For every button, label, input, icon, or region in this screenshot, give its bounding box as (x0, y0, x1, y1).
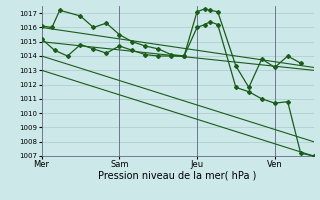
X-axis label: Pression niveau de la mer( hPa ): Pression niveau de la mer( hPa ) (99, 171, 257, 181)
